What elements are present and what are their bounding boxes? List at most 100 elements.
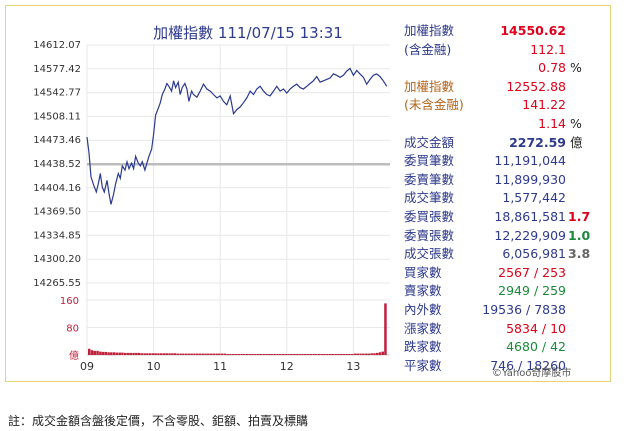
volume-bar [154, 353, 157, 355]
stat-row: 成交金額 2272.59 億 [404, 134, 614, 152]
stat-label: 成交張數 [404, 246, 455, 262]
y-axis: 14612.07 14577.42 14542.77 14508.11 14473.46… [33, 40, 81, 289]
volume-bar [292, 354, 296, 355]
stat-label: 成交金額 [404, 134, 455, 150]
volume-bar [218, 353, 221, 355]
volume-bar [129, 352, 132, 355]
volume-bar [223, 353, 227, 355]
volume-bar [204, 353, 207, 355]
volume-bar [298, 354, 301, 355]
volume-tick-label: 160 [60, 296, 79, 307]
volume-bar [140, 353, 144, 355]
volume-bar [331, 354, 335, 355]
volume-bar [212, 353, 216, 355]
stat-row: 跌家數 4680 / 42 [404, 338, 614, 356]
volume-bar [256, 354, 260, 355]
volume-bar [276, 354, 279, 355]
volume-bar [384, 303, 387, 355]
volume-bar [146, 353, 149, 355]
volume-bar [187, 353, 191, 355]
stat-value: 11,191,044 [494, 153, 566, 169]
stat-value: 6,056,981 [502, 246, 566, 262]
volume-bar [90, 350, 94, 355]
volume-bar [315, 354, 318, 355]
stat-unit: % [570, 60, 582, 76]
intraday-chart: 加權指數 111/07/15 13:31 14612.07 14577.42 145… [33, 24, 390, 373]
volume-bar [268, 354, 271, 355]
stat-label: 加權指數 [404, 78, 455, 94]
volume-bar [99, 351, 102, 355]
stat-row: 委賣筆數 11,899,930 [404, 171, 614, 189]
volume-bar [367, 353, 371, 355]
stat-ratio: 3.8 [568, 246, 591, 262]
volume-bar [168, 353, 171, 355]
volume-bar [259, 354, 263, 355]
volume-bar [184, 353, 188, 355]
stat-label: 買家數 [404, 264, 442, 280]
stat-row: 漲家數 5834 / 10 [404, 320, 614, 338]
stat-row: 委買筆數 11,191,044 [404, 152, 614, 170]
volume-bar [207, 353, 210, 355]
volume-bar [328, 354, 332, 355]
volume-bar [251, 354, 254, 355]
x-tick-label: 11 [213, 360, 227, 373]
volume-bar [107, 352, 110, 356]
volume-bar [284, 354, 288, 355]
y-tick-label: 14438.52 [33, 159, 81, 170]
stat-row: 0.78% [404, 59, 614, 77]
volume-bar [151, 353, 155, 355]
volume-bar [378, 352, 382, 356]
chart-title: 加權指數 111/07/15 13:31 [153, 24, 343, 42]
volume-bar [273, 354, 276, 355]
stat-label: 加權指數 [404, 23, 455, 38]
stat-unit: % [570, 116, 582, 131]
volume-bar [176, 353, 180, 355]
volume-bar [370, 353, 373, 355]
footnote: 註：成交金額含盤後定價，不含零股、鉅額、拍賣及標購 [8, 414, 309, 428]
volume-bar [201, 353, 204, 355]
volume-bar [96, 350, 99, 355]
stat-row: 賣家數 2949 / 259 [404, 282, 614, 300]
y-tick-label: 14334.85 [33, 230, 81, 241]
volume-bar [323, 354, 326, 355]
volume-bar [364, 353, 368, 355]
volume-bar [148, 353, 152, 355]
volume-bar [339, 354, 343, 355]
volume-bar [317, 354, 321, 355]
stat-label: 委買張數 [404, 209, 455, 224]
volume-bar [301, 354, 304, 355]
stat-row: 買家數 2567 / 253 [404, 264, 614, 282]
stat-label: 跌家數 [404, 339, 442, 355]
volume-bar [173, 353, 177, 355]
y-tick-label: 14612.07 [33, 40, 81, 51]
stat-unit: 億 [570, 134, 583, 150]
volume-bar [162, 353, 166, 355]
price-line [86, 67, 388, 205]
volume-bar [196, 353, 199, 355]
grid [86, 44, 390, 356]
x-tick-label: 12 [280, 360, 294, 373]
volume-bar [132, 352, 135, 355]
stat-value: 746 / 18260 [490, 357, 566, 373]
volume-bar [193, 353, 196, 355]
volume-bar [182, 353, 185, 355]
stat-value: 2567 / 253 [498, 264, 566, 280]
stat-label: 委賣張數 [404, 227, 455, 243]
volume-bar [209, 353, 213, 355]
volume-bar [232, 354, 235, 355]
volume-bar [287, 354, 290, 355]
volume-bar [126, 352, 130, 355]
y-tick-label: 14577.42 [33, 64, 81, 75]
volume-bar [381, 351, 384, 355]
stat-value: 0.78 [538, 60, 566, 76]
volume-bar [334, 354, 337, 355]
volume-bar [157, 353, 160, 355]
y-tick-label: 14508.11 [33, 111, 81, 122]
stat-value: 1.14 [538, 116, 566, 131]
volume-bar [220, 353, 224, 355]
chart-frame [5, 5, 611, 382]
volume-bar [118, 352, 121, 355]
volume-bar [160, 353, 163, 355]
y-tick-label: 14369.50 [33, 207, 81, 218]
stat-value: 2949 / 259 [498, 283, 566, 299]
